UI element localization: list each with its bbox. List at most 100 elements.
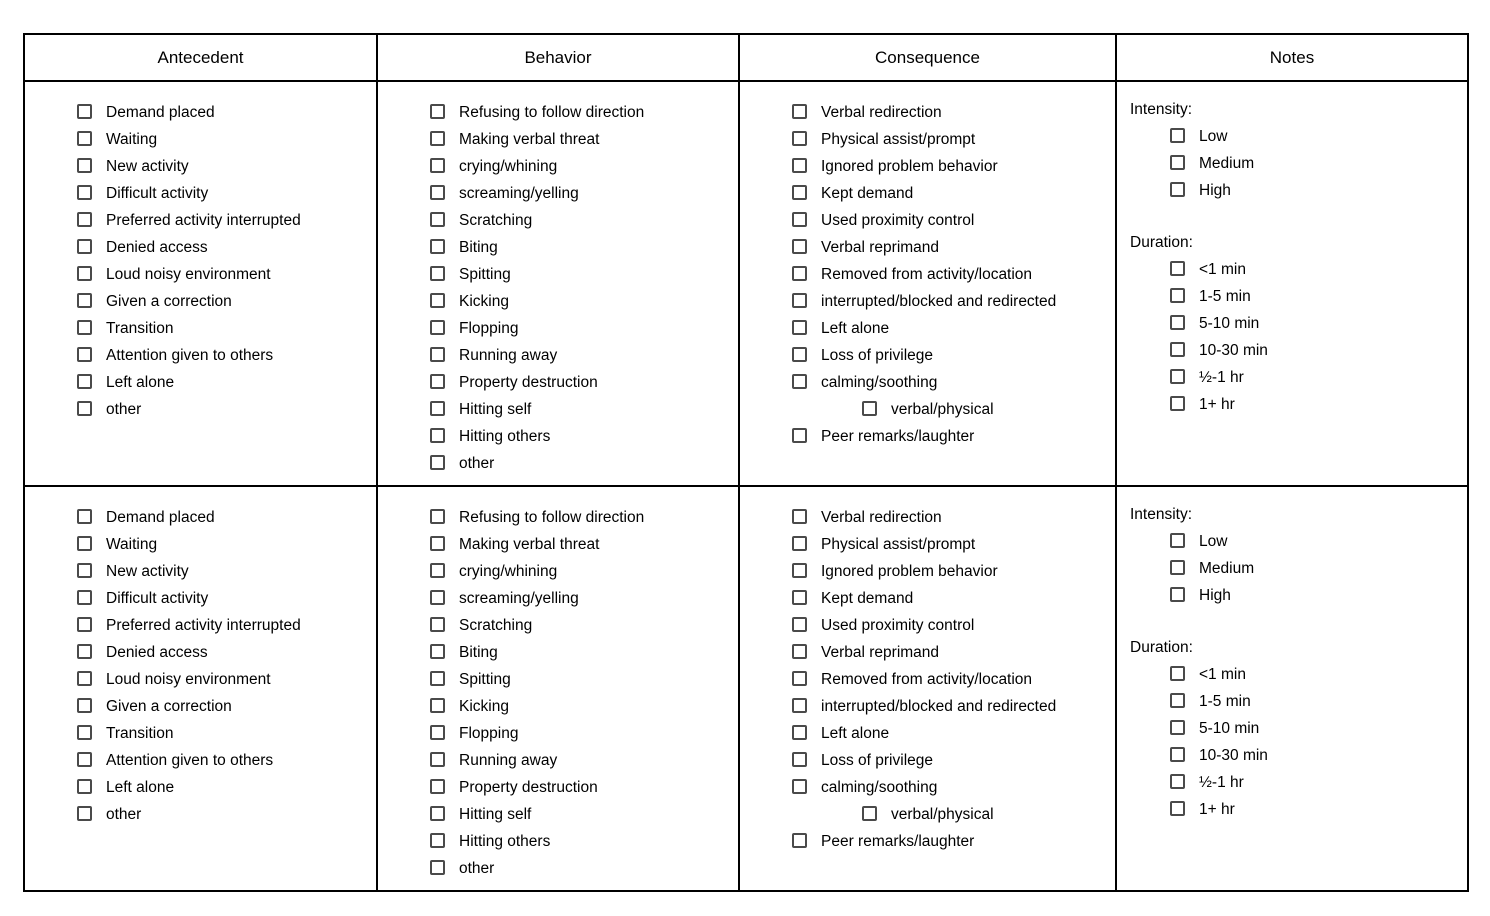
checkbox[interactable] [792,158,807,173]
checkbox[interactable] [430,347,445,362]
checkbox[interactable] [77,671,92,686]
checkbox[interactable] [430,374,445,389]
checkbox[interactable] [1170,342,1185,357]
checkbox[interactable] [77,239,92,254]
checkbox[interactable] [77,617,92,632]
checkbox[interactable] [77,806,92,821]
checkbox[interactable] [430,860,445,875]
checkbox[interactable] [1170,774,1185,789]
checkbox[interactable] [1170,261,1185,276]
checkbox[interactable] [792,104,807,119]
checkbox[interactable] [792,212,807,227]
checkbox[interactable] [1170,369,1185,384]
checkbox[interactable] [862,401,877,416]
checkbox[interactable] [430,617,445,632]
checkbox[interactable] [792,536,807,551]
checkbox[interactable] [1170,315,1185,330]
checkbox[interactable] [792,347,807,362]
checkbox[interactable] [1170,533,1185,548]
checkbox[interactable] [430,401,445,416]
checkbox[interactable] [430,752,445,767]
checkbox[interactable] [430,509,445,524]
checkbox[interactable] [1170,128,1185,143]
checkbox[interactable] [77,536,92,551]
checkbox[interactable] [430,644,445,659]
checkbox[interactable] [430,293,445,308]
checkbox[interactable] [1170,747,1185,762]
checkbox[interactable] [792,428,807,443]
checkbox[interactable] [1170,288,1185,303]
checkbox[interactable] [77,374,92,389]
checkbox[interactable] [1170,693,1185,708]
checkbox[interactable] [77,590,92,605]
checkbox[interactable] [792,293,807,308]
checkbox[interactable] [1170,560,1185,575]
checkbox[interactable] [430,563,445,578]
checkbox[interactable] [77,185,92,200]
checkbox[interactable] [430,698,445,713]
checkbox[interactable] [77,131,92,146]
checkbox[interactable] [77,212,92,227]
checkbox[interactable] [792,509,807,524]
checkbox[interactable] [77,293,92,308]
checkbox[interactable] [430,536,445,551]
checkbox[interactable] [430,158,445,173]
checkbox[interactable] [430,725,445,740]
checkbox[interactable] [430,131,445,146]
checkbox[interactable] [77,644,92,659]
checklist-item-label: Medium [1199,560,1255,577]
checkbox[interactable] [792,320,807,335]
checklist-item-label: Loud noisy environment [106,266,271,283]
checkbox[interactable] [792,374,807,389]
checkbox[interactable] [1170,396,1185,411]
checkbox[interactable] [77,725,92,740]
checkbox[interactable] [430,266,445,281]
checkbox[interactable] [430,833,445,848]
checkbox[interactable] [77,698,92,713]
checkbox[interactable] [1170,155,1185,170]
checkbox[interactable] [792,644,807,659]
checkbox[interactable] [77,158,92,173]
checkbox[interactable] [792,833,807,848]
checkbox[interactable] [77,266,92,281]
checkbox[interactable] [792,563,807,578]
checkbox[interactable] [792,131,807,146]
checkbox[interactable] [792,185,807,200]
checkbox[interactable] [77,347,92,362]
checkbox[interactable] [430,455,445,470]
checkbox[interactable] [1170,801,1185,816]
checkbox[interactable] [77,752,92,767]
checkbox[interactable] [77,509,92,524]
checkbox[interactable] [792,752,807,767]
checkbox[interactable] [77,104,92,119]
checkbox[interactable] [1170,182,1185,197]
checkbox[interactable] [792,671,807,686]
checkbox[interactable] [430,671,445,686]
checkbox[interactable] [792,779,807,794]
checkbox[interactable] [430,239,445,254]
checkbox[interactable] [430,320,445,335]
checkbox[interactable] [77,779,92,794]
checkbox[interactable] [792,698,807,713]
checkbox[interactable] [77,401,92,416]
checkbox[interactable] [1170,720,1185,735]
checkbox[interactable] [77,320,92,335]
checkbox[interactable] [1170,587,1185,602]
checkbox[interactable] [430,428,445,443]
checkbox[interactable] [430,104,445,119]
checkbox[interactable] [430,779,445,794]
checkbox[interactable] [862,806,877,821]
checkbox[interactable] [430,590,445,605]
checkbox[interactable] [430,806,445,821]
checkbox[interactable] [792,239,807,254]
checkbox[interactable] [77,563,92,578]
checklist-item-label: verbal/physical [891,806,994,823]
checkbox[interactable] [792,590,807,605]
checklist-item-label: Verbal redirection [821,104,942,121]
checkbox[interactable] [792,266,807,281]
checkbox[interactable] [792,725,807,740]
checkbox[interactable] [1170,666,1185,681]
checkbox[interactable] [792,617,807,632]
checkbox[interactable] [430,212,445,227]
checkbox[interactable] [430,185,445,200]
